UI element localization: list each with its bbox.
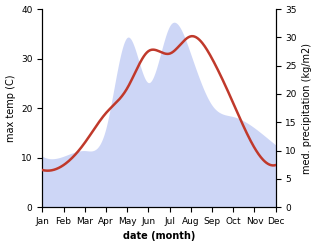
X-axis label: date (month): date (month): [123, 231, 195, 242]
Y-axis label: med. precipitation (kg/m2): med. precipitation (kg/m2): [302, 43, 313, 174]
Y-axis label: max temp (C): max temp (C): [5, 74, 16, 142]
